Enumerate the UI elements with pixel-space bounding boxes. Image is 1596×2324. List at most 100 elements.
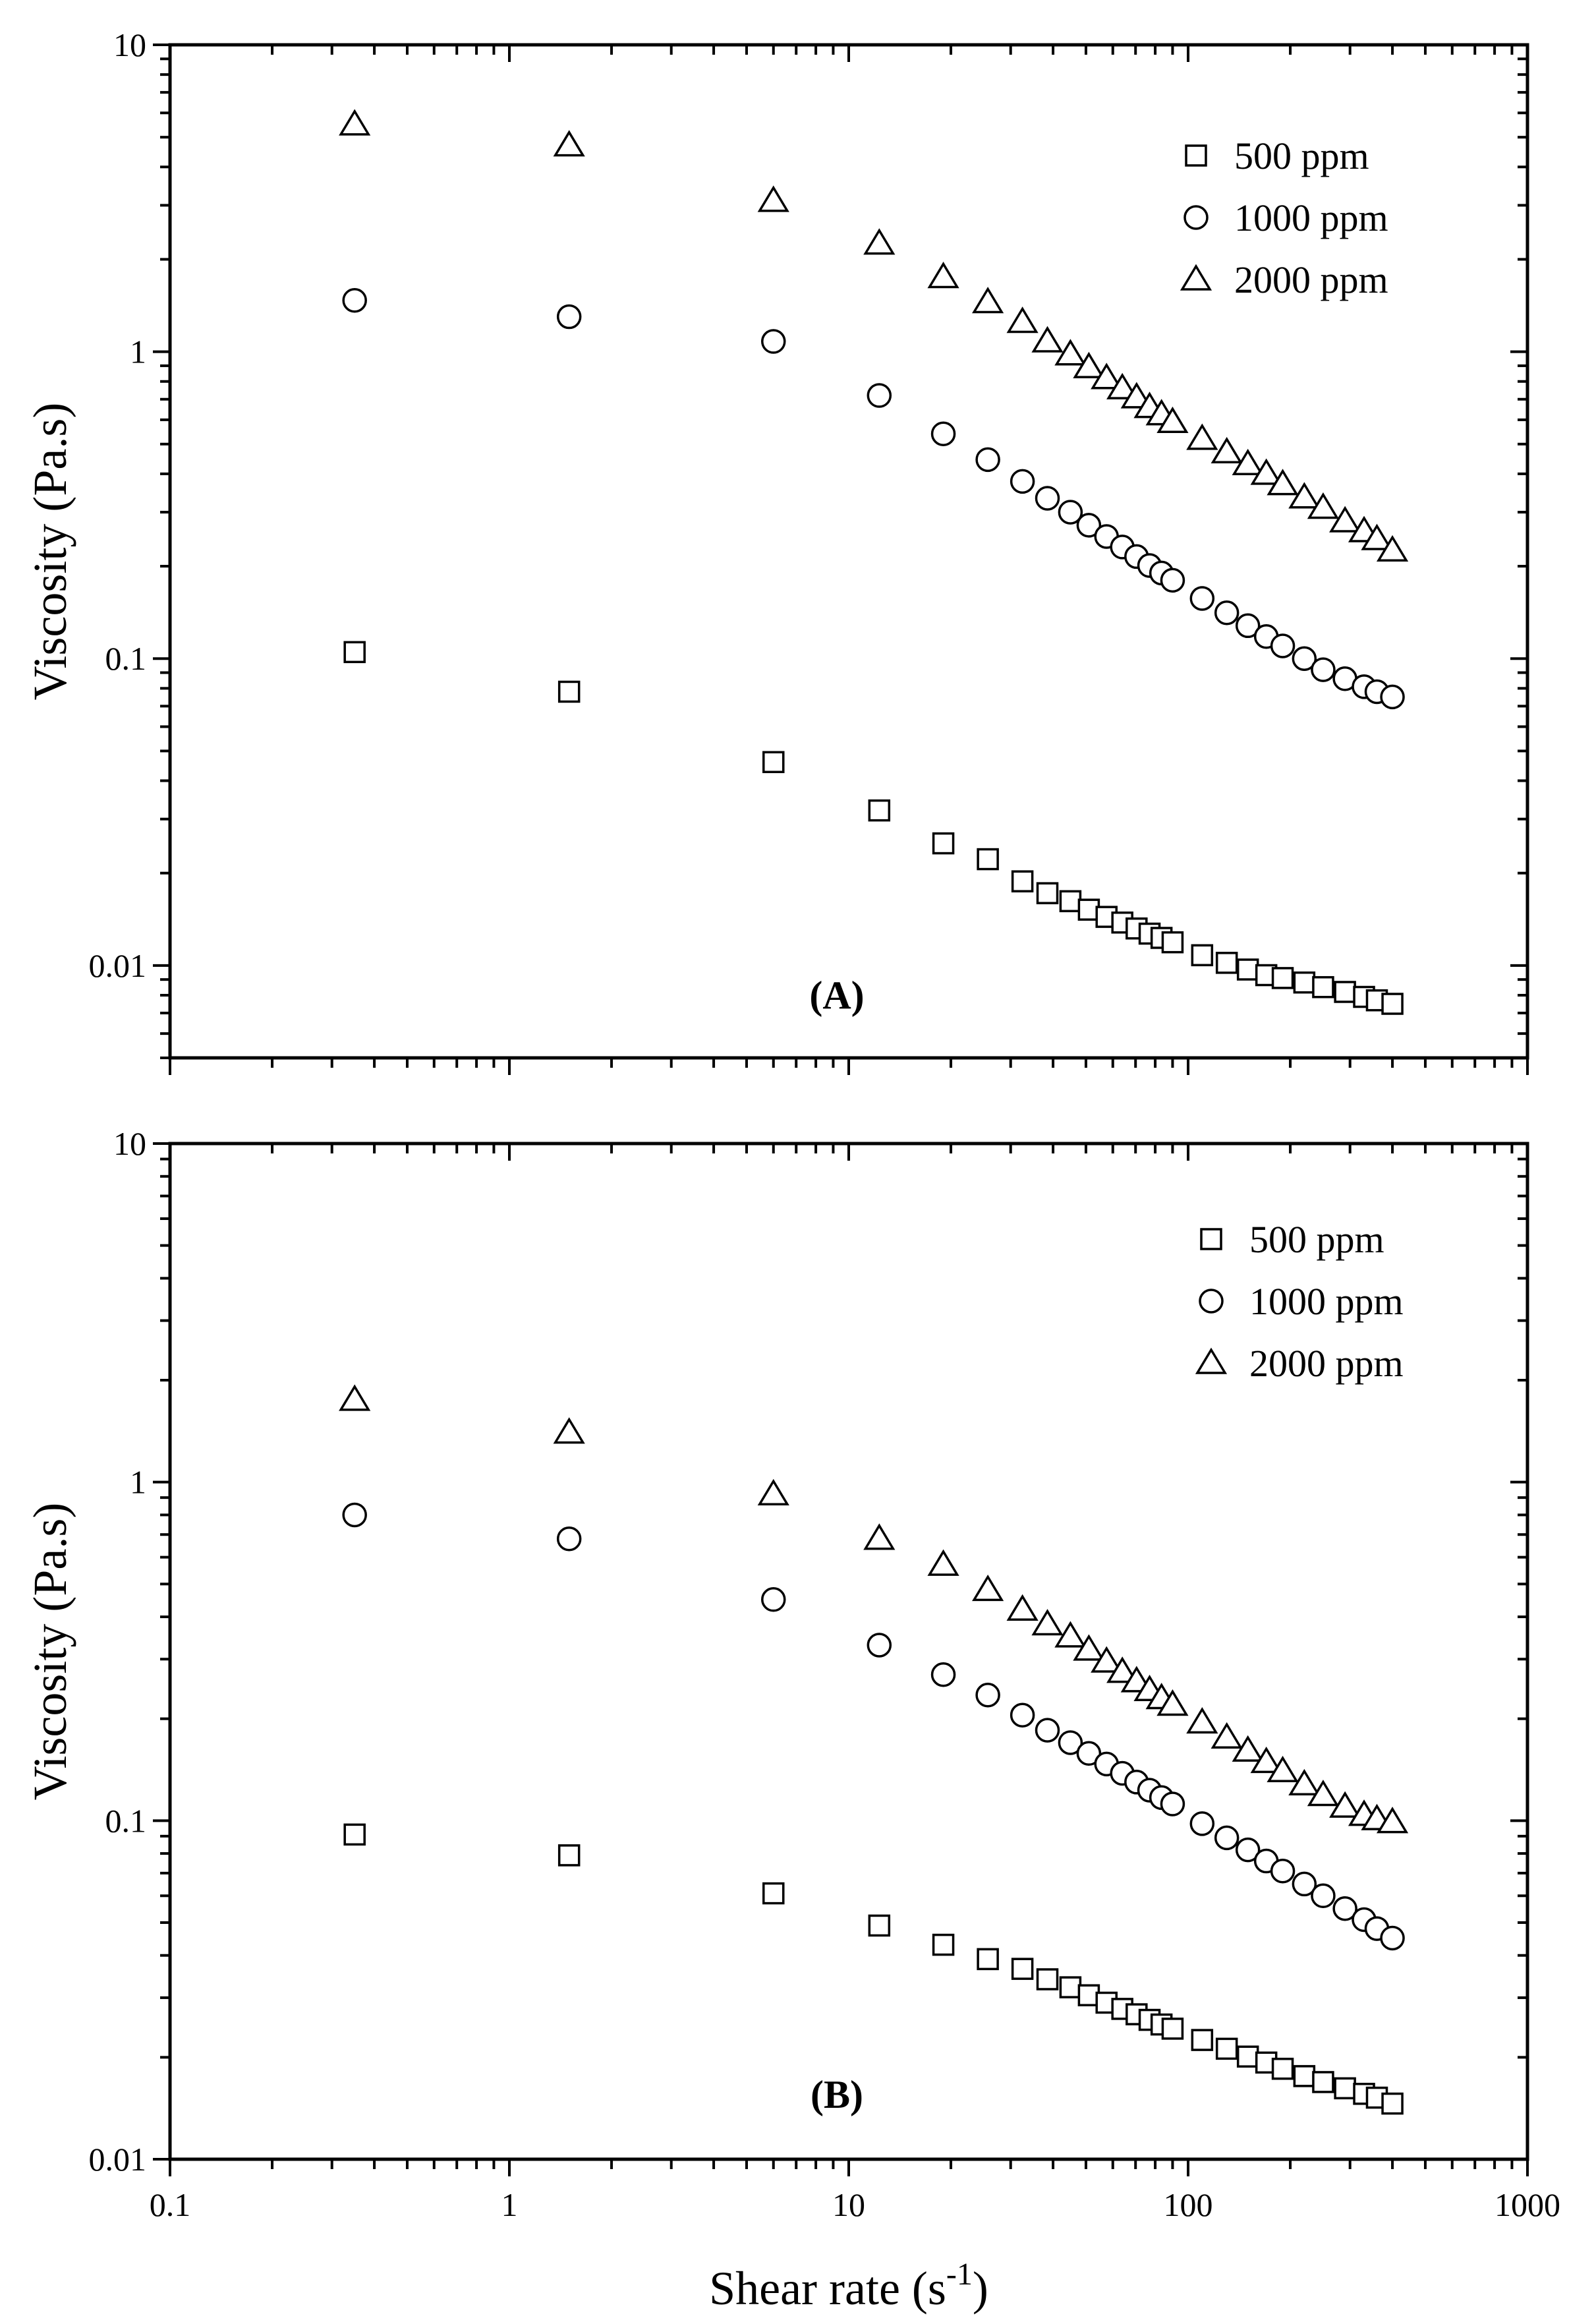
data-point-circle bbox=[1311, 1883, 1336, 1909]
data-point-circle bbox=[1311, 657, 1336, 682]
y-tick-label: 0.01 bbox=[89, 947, 147, 984]
data-point-square bbox=[932, 832, 955, 855]
data-point-square bbox=[1312, 975, 1334, 999]
data-point-triangle bbox=[1232, 448, 1264, 476]
series-circle bbox=[342, 1502, 1405, 1951]
data-point-square bbox=[1011, 870, 1034, 892]
data-point-circle bbox=[342, 287, 367, 313]
data-point-triangle bbox=[1091, 363, 1123, 390]
data-point-triangle bbox=[1054, 1621, 1087, 1648]
data-point-circle bbox=[1010, 1702, 1035, 1728]
data-point-triangle bbox=[927, 262, 959, 289]
data-point-circle bbox=[1160, 1791, 1185, 1816]
data-point-square bbox=[1381, 993, 1404, 1015]
data-point-square bbox=[868, 1914, 891, 1937]
data-point-triangle bbox=[1073, 351, 1105, 378]
data-point-circle bbox=[1058, 1730, 1083, 1755]
data-point-circle bbox=[1292, 1871, 1317, 1897]
data-point-circle bbox=[930, 421, 956, 446]
data-point-triangle bbox=[972, 1575, 1004, 1602]
data-point-triangle bbox=[553, 130, 585, 157]
data-point-triangle bbox=[1307, 492, 1340, 519]
data-point-square bbox=[1059, 890, 1082, 913]
legend-label: 2000 ppm bbox=[1234, 258, 1388, 301]
data-point-triangle bbox=[757, 1478, 789, 1506]
data-point-triangle bbox=[1091, 1646, 1123, 1673]
data-point-triangle bbox=[339, 109, 371, 136]
data-point-triangle bbox=[1106, 1656, 1139, 1683]
data-point-circle bbox=[1076, 513, 1102, 538]
legend-marker-circle bbox=[1199, 1289, 1224, 1314]
data-point-triangle bbox=[1211, 1722, 1243, 1749]
data-point-circle bbox=[1332, 1896, 1357, 1921]
y-tick-label: 0.1 bbox=[105, 640, 147, 677]
data-point-circle bbox=[1035, 486, 1060, 511]
series-circle bbox=[342, 287, 1405, 710]
data-point-circle bbox=[1035, 1718, 1060, 1743]
data-point-circle bbox=[867, 383, 892, 408]
data-point-square bbox=[1215, 2037, 1238, 2060]
data-point-triangle bbox=[1186, 423, 1218, 450]
data-point-triangle bbox=[1288, 482, 1321, 509]
data-point-triangle bbox=[1376, 535, 1409, 562]
data-point-square bbox=[1381, 2092, 1404, 2115]
data-point-circle bbox=[1292, 646, 1317, 671]
data-point-triangle bbox=[1329, 1791, 1361, 1818]
data-point-circle bbox=[975, 1682, 1000, 1708]
data-point-square bbox=[1059, 1976, 1082, 1998]
data-point-square bbox=[977, 848, 999, 871]
data-point-square bbox=[1191, 2029, 1214, 2051]
legend-label: 500 ppm bbox=[1234, 134, 1369, 177]
y-tick-label: 10 bbox=[113, 26, 146, 63]
data-point-circle bbox=[1235, 1837, 1261, 1863]
data-point-triangle bbox=[1361, 523, 1393, 550]
data-point-square bbox=[1334, 981, 1356, 1003]
data-point-circle bbox=[1380, 684, 1405, 710]
data-point-square bbox=[1215, 952, 1238, 974]
data-point-square bbox=[1161, 931, 1184, 954]
data-point-circle bbox=[1010, 469, 1035, 494]
legend-label: 1000 ppm bbox=[1249, 1280, 1404, 1323]
data-point-triangle bbox=[1376, 1807, 1409, 1834]
data-point-square bbox=[557, 1844, 581, 1867]
data-point-triangle bbox=[1211, 436, 1243, 464]
data-point-circle bbox=[1160, 567, 1185, 593]
x-axis-title: Shear rate (s-1) bbox=[709, 2257, 988, 2315]
x-tick-label: 100 bbox=[1164, 2186, 1213, 2223]
data-point-square bbox=[557, 680, 581, 703]
data-point-triangle bbox=[1307, 1780, 1340, 1807]
data-point-square bbox=[343, 1823, 366, 1846]
data-point-circle bbox=[1270, 633, 1296, 658]
data-point-triangle bbox=[1329, 506, 1361, 533]
data-point-triangle bbox=[1267, 469, 1299, 496]
data-point-circle bbox=[1076, 1741, 1102, 1766]
legend-marker-square bbox=[1185, 144, 1207, 167]
data-point-square bbox=[1236, 2045, 1259, 2068]
legend-marker-circle bbox=[1183, 205, 1209, 230]
data-point-circle bbox=[975, 447, 1000, 473]
data-point-triangle bbox=[1006, 1594, 1039, 1621]
data-point-circle bbox=[1214, 1825, 1240, 1851]
legend-label: 2000 ppm bbox=[1249, 1342, 1404, 1385]
panel-label: (B) bbox=[811, 2073, 863, 2116]
data-point-square bbox=[1011, 1958, 1034, 1980]
data-point-square bbox=[1036, 1968, 1059, 1990]
data-point-triangle bbox=[1186, 1706, 1218, 1734]
data-point-square bbox=[932, 1933, 955, 1956]
series-triangle bbox=[339, 1384, 1409, 1834]
panel-a: 10 1 0.1 0.01 Viscosity (Pa.s) 500 ppm 1000 pp… bbox=[24, 26, 1529, 1075]
data-point-triangle bbox=[863, 1523, 896, 1550]
data-point-triangle bbox=[1156, 406, 1189, 434]
data-point-square bbox=[1312, 2071, 1334, 2093]
legend-marker-square bbox=[1200, 1228, 1222, 1250]
data-point-circle bbox=[342, 1502, 367, 1528]
data-point-square bbox=[762, 751, 785, 773]
data-point-square bbox=[1334, 2077, 1356, 2100]
x-tick-label: 1000 bbox=[1495, 2186, 1560, 2223]
data-point-triangle bbox=[1054, 339, 1087, 366]
data-point-square bbox=[1271, 967, 1294, 989]
data-point-triangle bbox=[339, 1384, 371, 1411]
x-tick-label: 10 bbox=[832, 2186, 865, 2223]
data-point-square bbox=[1271, 2058, 1294, 2080]
